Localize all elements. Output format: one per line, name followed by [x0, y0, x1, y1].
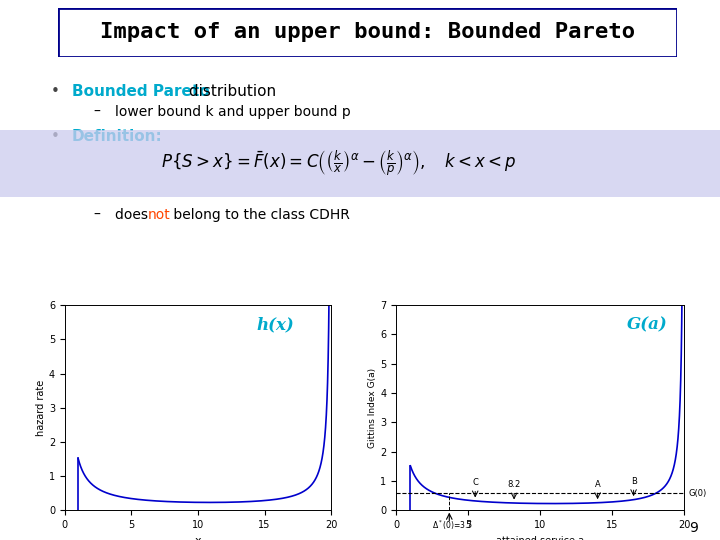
- Text: 8.2: 8.2: [508, 480, 521, 489]
- Text: •: •: [50, 84, 59, 99]
- Text: C: C: [472, 478, 478, 487]
- Text: lower bound k and upper bound p: lower bound k and upper bound p: [115, 105, 351, 119]
- Text: not: not: [148, 208, 171, 222]
- Text: $\Delta^*(0)$=3.7: $\Delta^*(0)$=3.7: [432, 519, 472, 532]
- Text: Impact of an upper bound: Bounded Pareto: Impact of an upper bound: Bounded Pareto: [99, 22, 635, 43]
- Text: 9: 9: [690, 521, 698, 535]
- Text: •: •: [50, 129, 59, 144]
- Text: B: B: [631, 477, 636, 486]
- Text: G(0): G(0): [688, 489, 706, 498]
- FancyBboxPatch shape: [58, 8, 677, 57]
- X-axis label: x: x: [194, 536, 202, 540]
- X-axis label: attained service a: attained service a: [496, 536, 584, 540]
- Y-axis label: hazard rate: hazard rate: [36, 380, 46, 436]
- Text: Bounded Pareto: Bounded Pareto: [72, 84, 210, 99]
- Text: distribution: distribution: [184, 84, 276, 99]
- Text: A: A: [595, 480, 600, 489]
- Text: –: –: [94, 208, 101, 222]
- Text: Definition:: Definition:: [72, 129, 163, 144]
- Text: belong to the class CDHR: belong to the class CDHR: [169, 208, 350, 222]
- Text: $P\{S > x\} = \bar{F}(x) = C\left(\left(\frac{k}{x}\right)^\alpha - \left(\frac{: $P\{S > x\} = \bar{F}(x) = C\left(\left(…: [161, 148, 516, 178]
- Y-axis label: Gittins Index G(a): Gittins Index G(a): [368, 368, 377, 448]
- Text: h(x): h(x): [256, 317, 294, 334]
- Text: –: –: [94, 105, 101, 119]
- Text: G(a): G(a): [626, 317, 667, 334]
- Text: does: does: [115, 208, 153, 222]
- FancyBboxPatch shape: [0, 130, 720, 197]
